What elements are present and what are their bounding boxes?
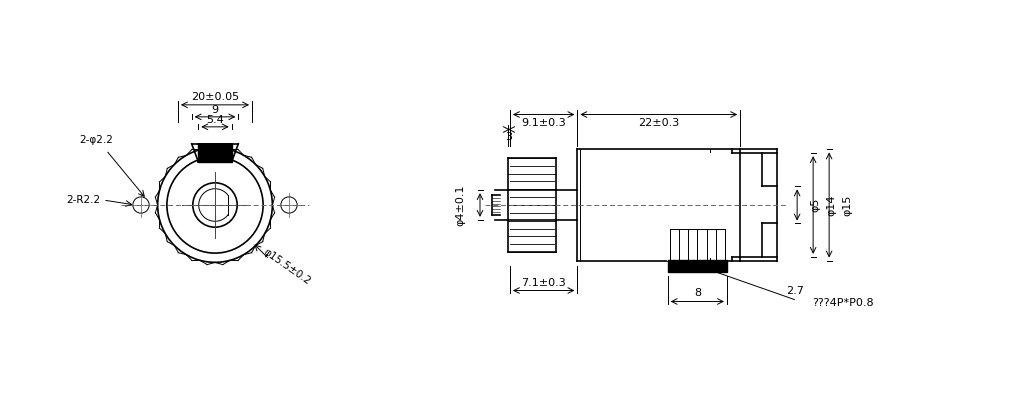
Text: 7.1±0.3: 7.1±0.3 (521, 278, 566, 288)
Text: 5.4: 5.4 (206, 115, 224, 125)
Text: 2-R2.2: 2-R2.2 (66, 195, 100, 205)
Text: 9.1±0.3: 9.1±0.3 (521, 117, 566, 127)
Text: φ15: φ15 (842, 194, 852, 216)
Text: φ5: φ5 (810, 198, 820, 212)
Bar (668, 261, 727, 273)
Text: 8: 8 (694, 288, 701, 298)
Text: φ4±0.1: φ4±0.1 (455, 184, 465, 226)
Text: φ15.5±0.2: φ15.5±0.2 (261, 247, 312, 286)
Text: 9: 9 (212, 105, 219, 115)
Text: 2.7: 2.7 (786, 286, 804, 295)
Text: 3: 3 (506, 132, 513, 142)
Text: 2-φ2.2: 2-φ2.2 (79, 135, 112, 145)
Text: 20±0.05: 20±0.05 (191, 92, 239, 102)
Text: φ14: φ14 (827, 194, 836, 216)
Bar (198, 144, 231, 162)
Text: 22±0.3: 22±0.3 (638, 117, 679, 127)
Text: ???4P*P0.8: ???4P*P0.8 (812, 298, 874, 308)
